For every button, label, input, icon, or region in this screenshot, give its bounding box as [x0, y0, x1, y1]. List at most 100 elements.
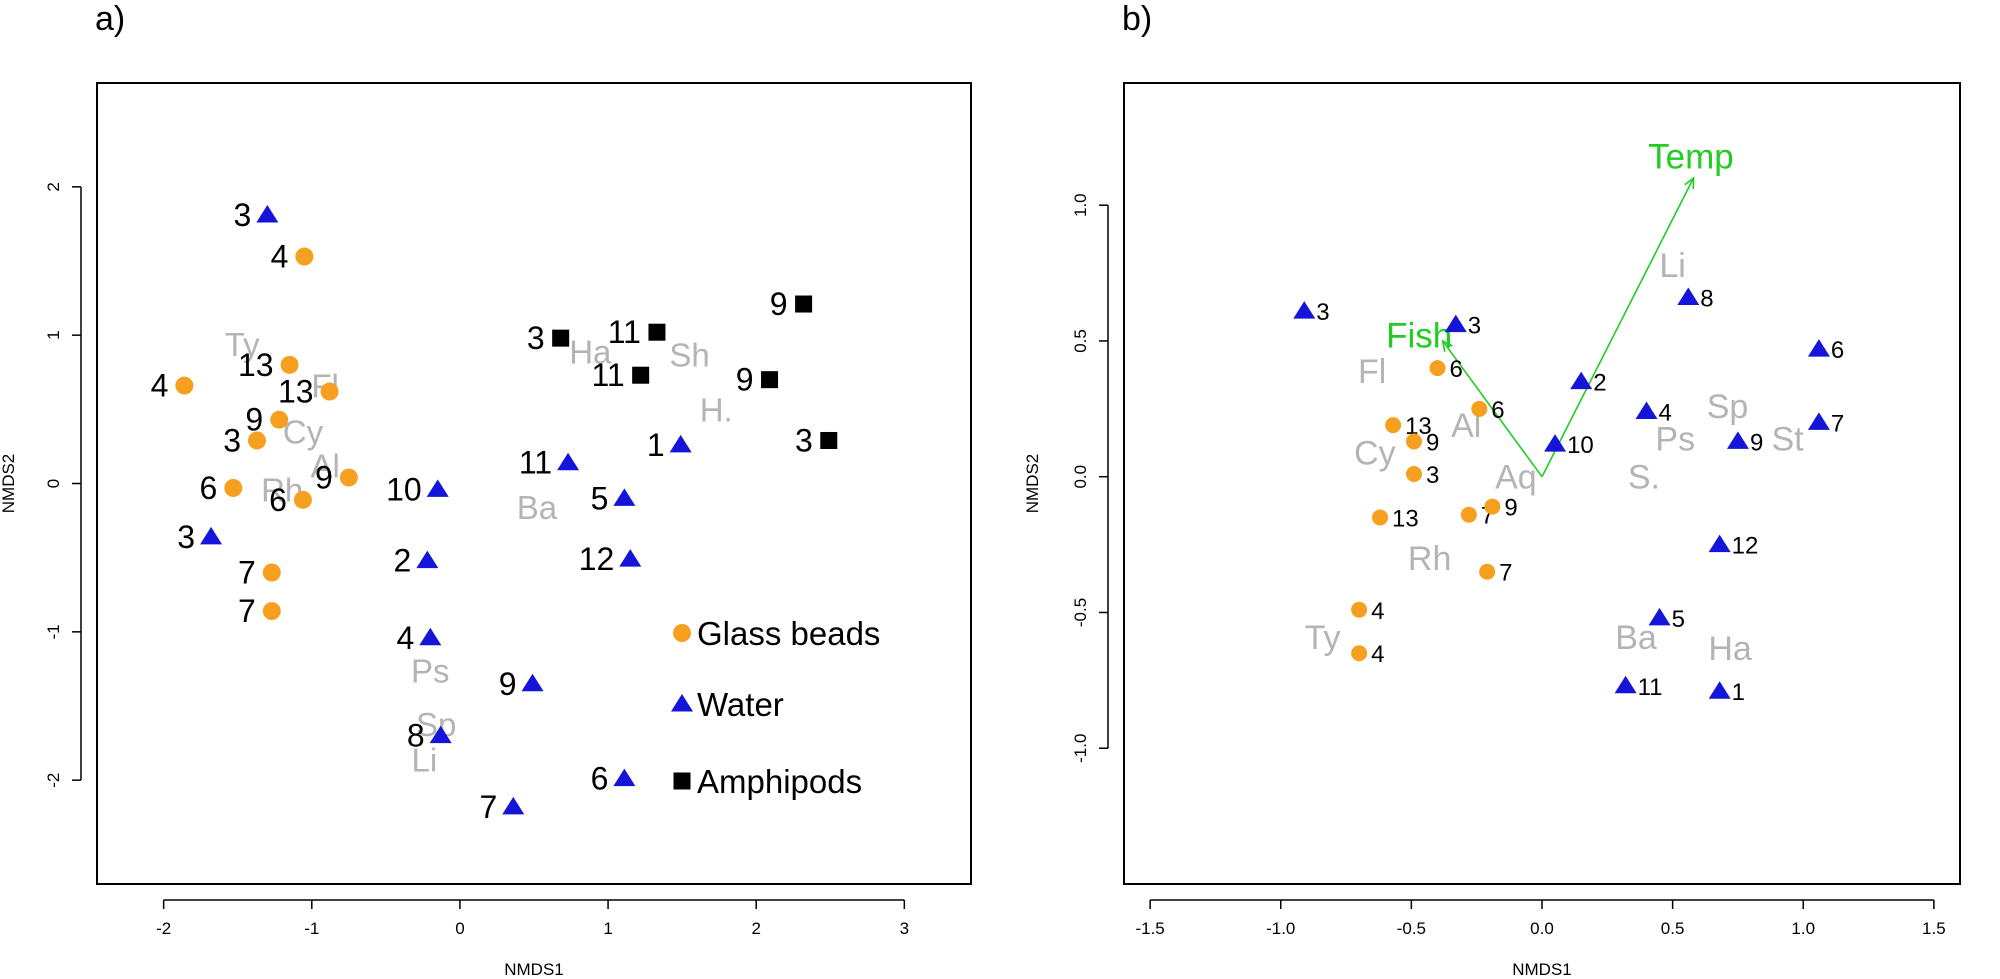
glass-beads-point: [1471, 400, 1488, 417]
point-label: 6: [1450, 356, 1463, 383]
point-label: 1: [647, 427, 665, 463]
point-label: 11: [608, 314, 641, 350]
legend-label: Amphipods: [697, 763, 862, 800]
x-tick-label: 0: [455, 919, 464, 938]
amphipods-point: [795, 295, 813, 313]
x-tick-label: -1.0: [1266, 919, 1295, 938]
x-tick-label: 1.0: [1791, 919, 1815, 938]
point-label: 7: [238, 555, 256, 591]
point-label: 13: [238, 347, 274, 383]
vector-arrow-line: [1541, 177, 1695, 478]
water-point: [1544, 434, 1567, 452]
point-label: 10: [386, 471, 422, 507]
legend-label: Water: [697, 686, 784, 723]
glass-beads-point: [1372, 509, 1389, 526]
point-label: 13: [278, 374, 314, 410]
vector-arrow-head: [1684, 176, 1695, 190]
amphipods-point: [552, 329, 570, 347]
species-label: Li: [412, 741, 438, 778]
glass-beads-point: [1405, 433, 1422, 450]
glass-beads-point: [1429, 360, 1446, 377]
glass-beads-point: [1405, 465, 1422, 482]
y-tick-label: 1.0: [1071, 193, 1090, 217]
glass-beads-point: [1479, 563, 1496, 580]
species-label: Al: [310, 448, 339, 485]
point-label: 13: [1392, 505, 1419, 532]
legend-label: Glass beads: [697, 615, 880, 652]
point-label: 11: [519, 445, 552, 481]
glass-beads-point: [262, 563, 281, 582]
point-label: 6: [591, 761, 609, 797]
glass-beads-point: [1385, 417, 1402, 434]
glass-beads-point: [1351, 645, 1368, 662]
vector-arrow-head: [1441, 339, 1453, 352]
plot-frame: [96, 82, 972, 885]
vector-label: Temp: [1648, 137, 1734, 176]
point-label: 3: [795, 422, 813, 458]
vector-label: Fish: [1386, 317, 1452, 356]
amphipods-point: [820, 431, 838, 449]
y-axis-title: NMDS2: [1023, 454, 1042, 514]
water-point: [1677, 287, 1700, 306]
x-tick-label: 2: [751, 919, 760, 938]
y-tick-label: 0.0: [1071, 465, 1090, 489]
species-label: Ha: [1708, 630, 1752, 668]
point-label: 4: [271, 239, 289, 275]
species-label: Ps: [411, 652, 450, 689]
point-label: 10: [1567, 432, 1594, 459]
water-point: [1648, 607, 1671, 626]
glass-beads-point: [1460, 506, 1477, 523]
species-label: Ha: [569, 333, 612, 370]
point-label: 9: [1426, 429, 1439, 456]
x-tick-label: 0.0: [1530, 919, 1554, 938]
x-tick-label: 1: [603, 919, 612, 938]
glass-beads-point: [224, 478, 243, 497]
legend-marker-amphipods: [673, 772, 691, 790]
species-label: Li: [1659, 247, 1685, 285]
water-point: [1708, 534, 1731, 553]
species-label: Ty: [1305, 619, 1341, 657]
species-label: Fl: [1358, 353, 1386, 391]
legend-marker-water: [671, 694, 693, 712]
water-point: [419, 627, 442, 646]
point-label: 3: [1316, 299, 1329, 326]
point-label: 4: [1371, 598, 1384, 625]
water-point: [502, 796, 525, 815]
amphipods-point: [632, 366, 650, 384]
species-label: Sp: [1707, 388, 1749, 426]
glass-beads-point: [270, 410, 289, 429]
x-tick-label: -2: [156, 919, 171, 938]
species-label: Ty: [225, 326, 260, 363]
water-point: [1807, 339, 1830, 357]
point-label: 7: [1499, 560, 1512, 587]
point-label: 12: [579, 541, 615, 577]
species-label: Ps: [1655, 421, 1695, 459]
species-label: Sh: [669, 336, 709, 373]
point-label: 3: [1468, 313, 1481, 340]
water-point: [669, 434, 692, 453]
panel-a: -2-10123NMDS1-2-1012NMDS2a)TyFlCyAlRhHaS…: [0, 0, 972, 979]
species-label: Rh: [1408, 540, 1451, 578]
point-label: 9: [1504, 495, 1517, 522]
point-label: 9: [499, 666, 517, 702]
y-tick-label: -1: [44, 624, 63, 639]
species-label: H.: [700, 391, 733, 428]
point-label: 9: [245, 402, 263, 438]
x-axis-title: NMDS1: [504, 960, 564, 979]
x-tick-label: 1.5: [1922, 919, 1946, 938]
point-label: 7: [479, 789, 497, 825]
point-label: 3: [234, 197, 252, 233]
point-label: 11: [1638, 674, 1663, 701]
point-label: 7: [1831, 410, 1844, 437]
water-point: [1807, 412, 1830, 430]
point-label: 5: [591, 480, 609, 516]
point-label: 4: [1371, 641, 1384, 668]
species-label: S.: [1628, 459, 1660, 497]
point-label: 7: [238, 593, 256, 629]
species-label: Aq: [1495, 459, 1537, 497]
x-tick-label: -0.5: [1397, 919, 1426, 938]
x-tick-label: 0.5: [1661, 919, 1685, 938]
glass-beads-point: [1484, 498, 1501, 515]
species-label: St: [1772, 421, 1805, 459]
